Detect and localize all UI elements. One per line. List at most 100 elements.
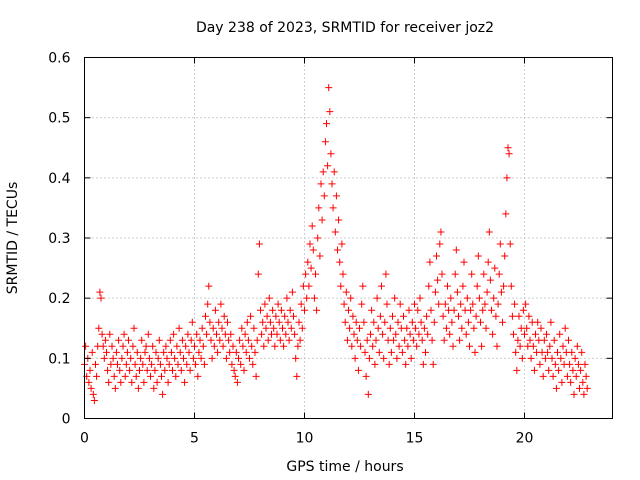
data-point (457, 300, 465, 308)
data-point (515, 312, 523, 320)
data-point (523, 324, 531, 332)
data-point (404, 342, 412, 350)
data-point (442, 324, 450, 332)
data-point (471, 348, 479, 356)
data-point (505, 150, 513, 158)
data-point (559, 342, 567, 350)
data-point (516, 342, 524, 350)
data-point (85, 378, 93, 386)
data-point (191, 342, 198, 350)
data-point (158, 372, 165, 380)
data-point (436, 240, 444, 248)
data-point (433, 252, 440, 260)
data-point (277, 306, 285, 314)
data-point (409, 336, 417, 344)
data-point (374, 324, 382, 332)
data-point (117, 378, 125, 386)
data-point (183, 360, 191, 368)
data-point (86, 366, 94, 374)
data-point (171, 354, 179, 362)
data-point (500, 282, 508, 290)
data-point (448, 318, 456, 326)
data-point (513, 366, 521, 374)
data-point (510, 330, 517, 338)
data-point (141, 348, 149, 356)
data-point (302, 270, 310, 278)
data-point (504, 144, 512, 152)
data-point (386, 324, 394, 332)
data-point (340, 300, 348, 308)
data-point (285, 336, 293, 344)
data-point (248, 342, 256, 350)
y-tick-label: 0 (62, 412, 71, 428)
x-axis: 0 5 10 15 20 (80, 57, 533, 447)
data-point (529, 342, 537, 350)
data-point (241, 330, 249, 338)
data-point (380, 354, 388, 362)
data-point (550, 336, 558, 344)
data-point (391, 294, 399, 302)
data-point (209, 324, 217, 332)
data-point (556, 330, 564, 338)
data-point (427, 306, 435, 314)
data-point (363, 336, 371, 344)
y-tick-label: 0.2 (48, 291, 70, 307)
data-point (484, 258, 492, 266)
data-point (541, 354, 549, 362)
data-point (356, 324, 363, 332)
data-point (468, 270, 476, 278)
data-point (271, 342, 279, 350)
data-point (207, 336, 215, 344)
data-point (178, 336, 186, 344)
data-point (472, 312, 480, 320)
data-point (95, 324, 103, 332)
data-point (105, 378, 113, 386)
data-point (301, 306, 308, 314)
data-point (452, 246, 460, 254)
data-point (335, 216, 343, 224)
data-point (180, 354, 187, 362)
data-point (319, 168, 327, 176)
data-point (342, 288, 350, 296)
data-point (478, 342, 486, 350)
x-tick-label: 10 (296, 431, 314, 447)
data-point (257, 306, 264, 314)
data-point (474, 252, 482, 260)
data-point (324, 162, 332, 170)
data-point (543, 330, 550, 338)
data-point (554, 348, 561, 356)
data-point (145, 354, 153, 362)
data-point (570, 390, 578, 398)
data-point (456, 336, 464, 344)
data-point (488, 306, 495, 314)
data-point (273, 330, 281, 338)
data-point (253, 336, 261, 344)
data-point (423, 312, 431, 320)
data-point (266, 318, 274, 326)
data-point (125, 336, 132, 344)
data-point (579, 378, 587, 386)
data-point (317, 180, 325, 188)
data-point (133, 348, 141, 356)
data-point (365, 354, 373, 362)
data-point (217, 300, 225, 308)
data-point (185, 348, 193, 356)
data-point (379, 330, 387, 338)
data-point (110, 372, 118, 380)
data-point (254, 270, 262, 278)
data-point (292, 354, 300, 362)
data-point (131, 360, 139, 368)
y-tick-label: 0.1 (48, 351, 70, 367)
data-point (226, 348, 234, 356)
data-point (341, 318, 349, 326)
data-point (298, 324, 306, 332)
data-point (415, 330, 423, 338)
data-point (246, 354, 253, 362)
data-point (408, 318, 416, 326)
data-point (389, 312, 396, 320)
data-point (259, 318, 267, 326)
data-point (264, 336, 272, 344)
data-point (249, 360, 257, 368)
data-point (420, 324, 428, 332)
data-point (350, 330, 358, 338)
